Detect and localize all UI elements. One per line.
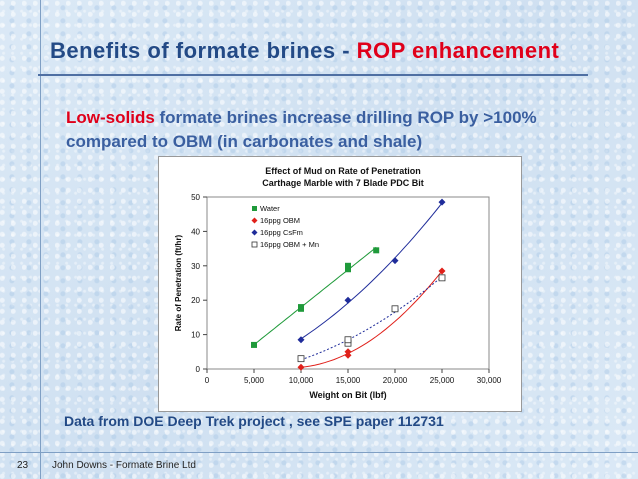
x-tick-label: 5,000 (244, 376, 265, 385)
legend-marker (251, 229, 258, 236)
series-trendline (300, 270, 443, 368)
data-point (344, 296, 352, 304)
title-main: Benefits of formate brines - (50, 38, 357, 63)
data-point (297, 363, 305, 371)
data-point (391, 257, 399, 265)
legend-label: Water (260, 204, 280, 213)
title-accent: ROP enhancement (356, 38, 560, 63)
x-axis-label: Weight on Bit (lbf) (309, 390, 386, 400)
x-tick-label: 10,000 (289, 376, 314, 385)
x-tick-label: 30,000 (477, 376, 502, 385)
chart-title-line-2: Carthage Marble with 7 Blade PDC Bit (262, 178, 424, 188)
data-point (438, 267, 446, 275)
data-point (373, 247, 380, 254)
legend-label: 16ppg OBM + Mn (260, 240, 319, 249)
y-axis-label: Rate of Penetration (ft/hr) (174, 234, 183, 331)
data-point (438, 198, 446, 206)
y-tick-label: 30 (191, 262, 200, 271)
series-trendline (300, 202, 443, 340)
y-tick-label: 40 (191, 227, 200, 236)
subtitle-line-1: Low-solids formate brines increase drill… (66, 106, 586, 130)
subtitle-line-2: compared to OBM (in carbonates and shale… (66, 132, 423, 151)
data-point (438, 274, 446, 282)
x-tick-label: 20,000 (383, 376, 408, 385)
legend-label: 16ppg OBM (260, 216, 300, 225)
source-footnote: Data from DOE Deep Trek project , see SP… (64, 413, 444, 429)
rop-chart: Effect of Mud on Rate of Penetration Cart… (158, 156, 522, 412)
x-tick-label: 0 (205, 376, 210, 385)
legend-label: 16ppg CsFm (260, 228, 303, 237)
data-point (344, 348, 352, 356)
y-tick-label: 10 (191, 331, 200, 340)
legend-marker (251, 217, 258, 224)
legend-box (248, 201, 346, 251)
legend-marker (251, 241, 258, 248)
data-point (298, 304, 304, 311)
footer-rule (0, 452, 638, 453)
data-point (297, 355, 305, 363)
data-point (345, 262, 351, 269)
y-tick-label: 50 (191, 193, 200, 202)
series-trendline (253, 246, 377, 346)
slide-subtitle: Low-solids formate brines increase drill… (66, 106, 586, 154)
y-tick-label: 0 (196, 365, 201, 374)
data-point (344, 336, 352, 344)
subtitle-line-1-rest: formate brines increase drilling ROP by … (154, 108, 537, 127)
slide-title: Benefits of formate brines - ROP enhance… (50, 38, 559, 64)
subtitle-highlight: Low-solids (66, 108, 155, 127)
page-number: 23 (17, 460, 29, 471)
legend-marker (252, 206, 257, 211)
data-point (251, 341, 257, 348)
footer-author: John Downs - Formate Brine Ltd (52, 460, 196, 471)
title-underline (38, 74, 588, 76)
x-tick-label: 25,000 (430, 376, 455, 385)
left-border-rule (40, 0, 41, 479)
chart-title-line-1: Effect of Mud on Rate of Penetration (265, 166, 421, 176)
rop-chart-svg: Effect of Mud on Rate of Penetration Cart… (174, 166, 502, 400)
series-trendline (300, 276, 443, 361)
x-tick-label: 15,000 (336, 376, 361, 385)
data-point (297, 336, 305, 344)
data-point (391, 305, 399, 313)
y-tick-label: 20 (191, 296, 200, 305)
data-point (345, 266, 351, 273)
